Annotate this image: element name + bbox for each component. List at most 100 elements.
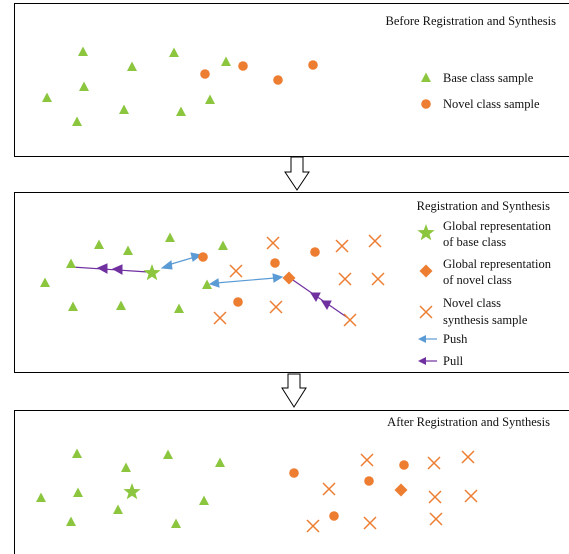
base-sample-icon — [218, 240, 228, 250]
legend-label: of novel class — [443, 273, 512, 287]
synthesis-cross-icon — [429, 512, 443, 526]
push-arrows — [160, 252, 284, 288]
base-samples — [40, 232, 228, 313]
base-global-star-icon — [123, 483, 141, 500]
legend-label: synthesis sample — [443, 313, 528, 327]
synthesis-cross-icon — [464, 489, 478, 503]
legend: Global representation of base class Glob… — [417, 219, 552, 368]
panel-frame — [14, 410, 569, 554]
base-sample-icon — [171, 518, 181, 528]
synthesis-cross-icon — [229, 264, 243, 278]
base-sample-icon — [165, 232, 175, 242]
base-sample-icon — [42, 92, 52, 102]
legend-label: Push — [443, 332, 468, 346]
base-sample-icon — [215, 457, 225, 467]
synthesis-cross-icon — [335, 239, 349, 253]
novel-sample-icon — [273, 75, 283, 85]
base-sample-icon — [78, 46, 88, 56]
novel-sample-icon — [270, 258, 280, 268]
panel-before: Before Registration and Synthesis Base c… — [14, 3, 569, 157]
novel-sample-icon — [238, 61, 248, 71]
cross-icon — [419, 305, 433, 319]
synthesis-cross-icon — [428, 490, 442, 504]
base-sample-icon — [163, 449, 173, 459]
legend: Base class sample Novel class sample — [421, 71, 540, 111]
synthesis-cross-icon — [368, 234, 382, 248]
pull-legend-arrow-icon — [418, 357, 437, 365]
legend-label: Novel class — [443, 296, 501, 310]
novel-sample-icon — [364, 476, 374, 486]
legend-label: Base class sample — [443, 71, 534, 85]
novel-sample-icon — [308, 60, 318, 70]
base-sample-icon — [119, 104, 129, 114]
base-sample-icon — [66, 258, 76, 268]
synthesis-cross-icon — [427, 456, 441, 470]
synthesis-cross-icon — [360, 453, 374, 467]
novel-sample-icon — [399, 460, 409, 470]
base-sample-icon — [221, 56, 231, 66]
panel-frame — [14, 192, 569, 373]
synthesis-cross-icon — [306, 519, 320, 533]
novel-sample-icon — [310, 247, 320, 257]
base-sample-icon — [121, 462, 131, 472]
base-sample-icon — [116, 300, 126, 310]
panel-after: After Registration and Synthesis — [14, 410, 569, 554]
flow-arrow-icon — [284, 156, 310, 191]
novel-sample-icon — [329, 511, 339, 521]
base-sample-icon — [72, 116, 82, 126]
base-sample-icon — [94, 239, 104, 249]
base-sample-icon — [205, 94, 215, 104]
base-sample-icon — [68, 301, 78, 311]
base-sample-icon — [199, 495, 209, 505]
synthesis-cross-icon — [363, 516, 377, 530]
diamond-icon — [419, 264, 433, 278]
base-sample-icon — [113, 504, 123, 514]
base-sample-icon — [127, 61, 137, 71]
synthesis-cross-icon — [371, 272, 385, 286]
push-legend-arrow-icon — [418, 335, 437, 343]
base-global-star-icon — [143, 264, 161, 281]
legend-label: Pull — [443, 354, 464, 368]
base-sample-icon — [123, 245, 133, 255]
legend-label: Novel class sample — [443, 97, 540, 111]
base-sample-icon — [40, 277, 50, 287]
synthesis-cross-icon — [213, 311, 227, 325]
novel-samples — [289, 460, 409, 521]
legend-label: Global representation — [443, 257, 552, 271]
synthesis-cross-icon — [461, 450, 475, 464]
panel-registration: Registration and Synthesis — [14, 192, 569, 373]
base-samples — [42, 46, 231, 126]
circle-icon — [421, 99, 431, 109]
base-sample-icon — [176, 106, 186, 116]
novel-sample-icon — [289, 468, 299, 478]
base-sample-icon — [66, 516, 76, 526]
pull-arrows — [71, 263, 349, 319]
base-sample-icon — [36, 492, 46, 502]
novel-sample-icon — [200, 69, 210, 79]
panel-title: Registration and Synthesis — [417, 199, 550, 213]
base-sample-icon — [73, 487, 83, 497]
legend-label: Global representation — [443, 219, 552, 233]
triangle-icon — [421, 72, 431, 82]
panel-title: Before Registration and Synthesis — [386, 14, 557, 28]
novel-global-diamond-icon — [394, 483, 408, 497]
base-sample-icon — [79, 81, 89, 91]
base-sample-icon — [174, 303, 184, 313]
synthesis-cross-icon — [343, 313, 357, 327]
novel-global-diamond-icon — [282, 271, 296, 285]
legend-label: of base class — [443, 235, 506, 249]
panel-title: After Registration and Synthesis — [387, 415, 550, 429]
novel-samples — [200, 60, 318, 85]
star-icon — [417, 224, 435, 241]
novel-sample-icon — [233, 297, 243, 307]
synthesis-cross-icon — [269, 300, 283, 314]
synthesis-cross-icon — [266, 236, 280, 250]
flow-arrow-icon — [281, 373, 307, 408]
synthesis-cross-icon — [322, 482, 336, 496]
novel-sample-icon — [198, 252, 208, 262]
synthesis-cross-icon — [338, 272, 352, 286]
novel-samples — [198, 247, 320, 307]
base-sample-icon — [72, 448, 82, 458]
base-sample-icon — [169, 47, 179, 57]
